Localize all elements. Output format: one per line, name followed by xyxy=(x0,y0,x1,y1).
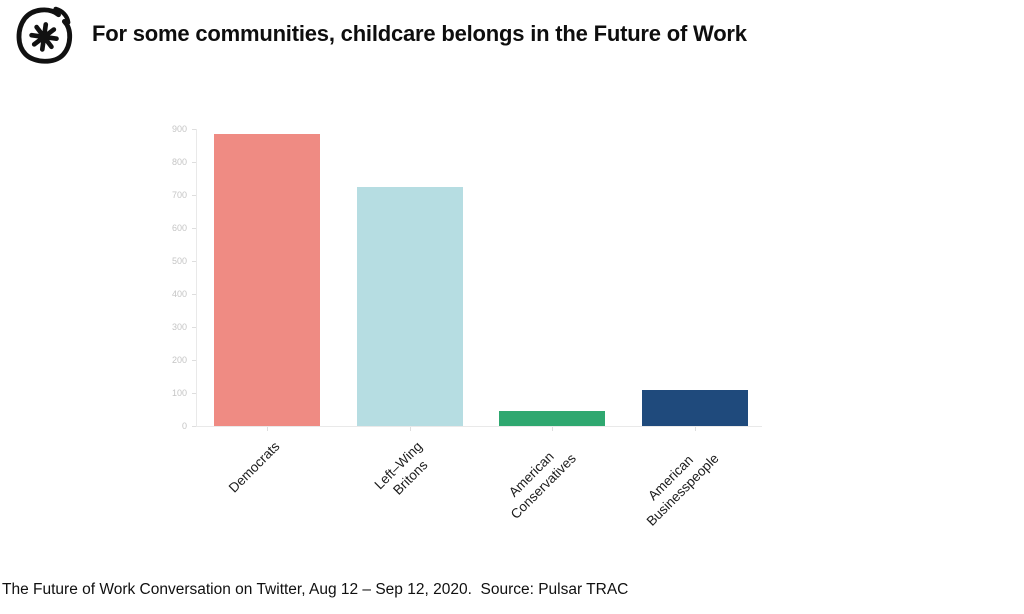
category-label: American Conservatives xyxy=(506,448,580,522)
y-tick xyxy=(192,426,196,427)
y-axis-line xyxy=(196,129,197,427)
category-label: American Businesspeople xyxy=(643,450,722,529)
bar-left-wing-britons xyxy=(356,187,463,426)
y-tick-label: 600 xyxy=(171,223,187,233)
y-tick-label: 700 xyxy=(171,190,187,200)
category-label: Democrats xyxy=(225,438,283,496)
x-axis-line xyxy=(196,426,762,427)
plot-area: 0 100 200 300 400 500 600 700 800 900 Democrats Lef… xyxy=(172,124,762,529)
y-tick xyxy=(192,327,196,328)
y-tick-label: 500 xyxy=(171,256,187,266)
y-tick xyxy=(192,360,196,361)
page-title: For some communities, childcare belongs … xyxy=(92,21,747,46)
bar-american-conservatives xyxy=(499,411,605,426)
y-tick xyxy=(192,294,196,295)
y-tick-label: 300 xyxy=(171,322,187,332)
x-tick xyxy=(552,427,553,431)
source-caption: The Future of Work Conversation on Twitt… xyxy=(2,581,629,598)
y-tick xyxy=(192,228,196,229)
category-label: Left–Wing Britons xyxy=(371,438,431,498)
y-tick-label: 100 xyxy=(171,388,187,398)
bar-chart: 0 100 200 300 400 500 600 700 800 900 Democrats Lef… xyxy=(172,124,762,529)
y-tick xyxy=(192,393,196,394)
y-tick-label: 900 xyxy=(171,124,187,134)
bar-american-businesspeople xyxy=(641,390,748,426)
x-tick xyxy=(409,427,411,431)
y-tick xyxy=(192,162,196,163)
y-tick xyxy=(192,261,196,262)
y-tick-label: 400 xyxy=(171,289,187,299)
x-tick xyxy=(694,427,696,431)
pulsar-asterisk-logo-icon xyxy=(16,6,73,64)
y-tick-label: 200 xyxy=(171,355,187,365)
y-tick-label: 0 xyxy=(181,421,187,431)
header: For some communities, childcare belongs … xyxy=(0,0,1024,70)
x-tick xyxy=(267,427,268,431)
y-tick xyxy=(192,129,196,130)
y-tick-label: 800 xyxy=(171,157,187,167)
bar-democrats xyxy=(214,134,320,426)
y-tick xyxy=(192,195,196,196)
